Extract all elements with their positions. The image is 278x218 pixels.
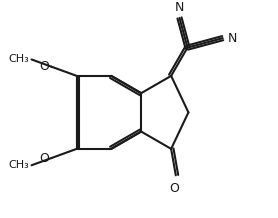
- Text: N: N: [175, 1, 184, 14]
- Text: CH₃: CH₃: [8, 54, 29, 65]
- Text: CH₃: CH₃: [8, 160, 29, 170]
- Text: O: O: [40, 60, 49, 73]
- Text: O: O: [40, 152, 49, 165]
- Text: O: O: [169, 182, 179, 195]
- Text: N: N: [227, 32, 237, 45]
